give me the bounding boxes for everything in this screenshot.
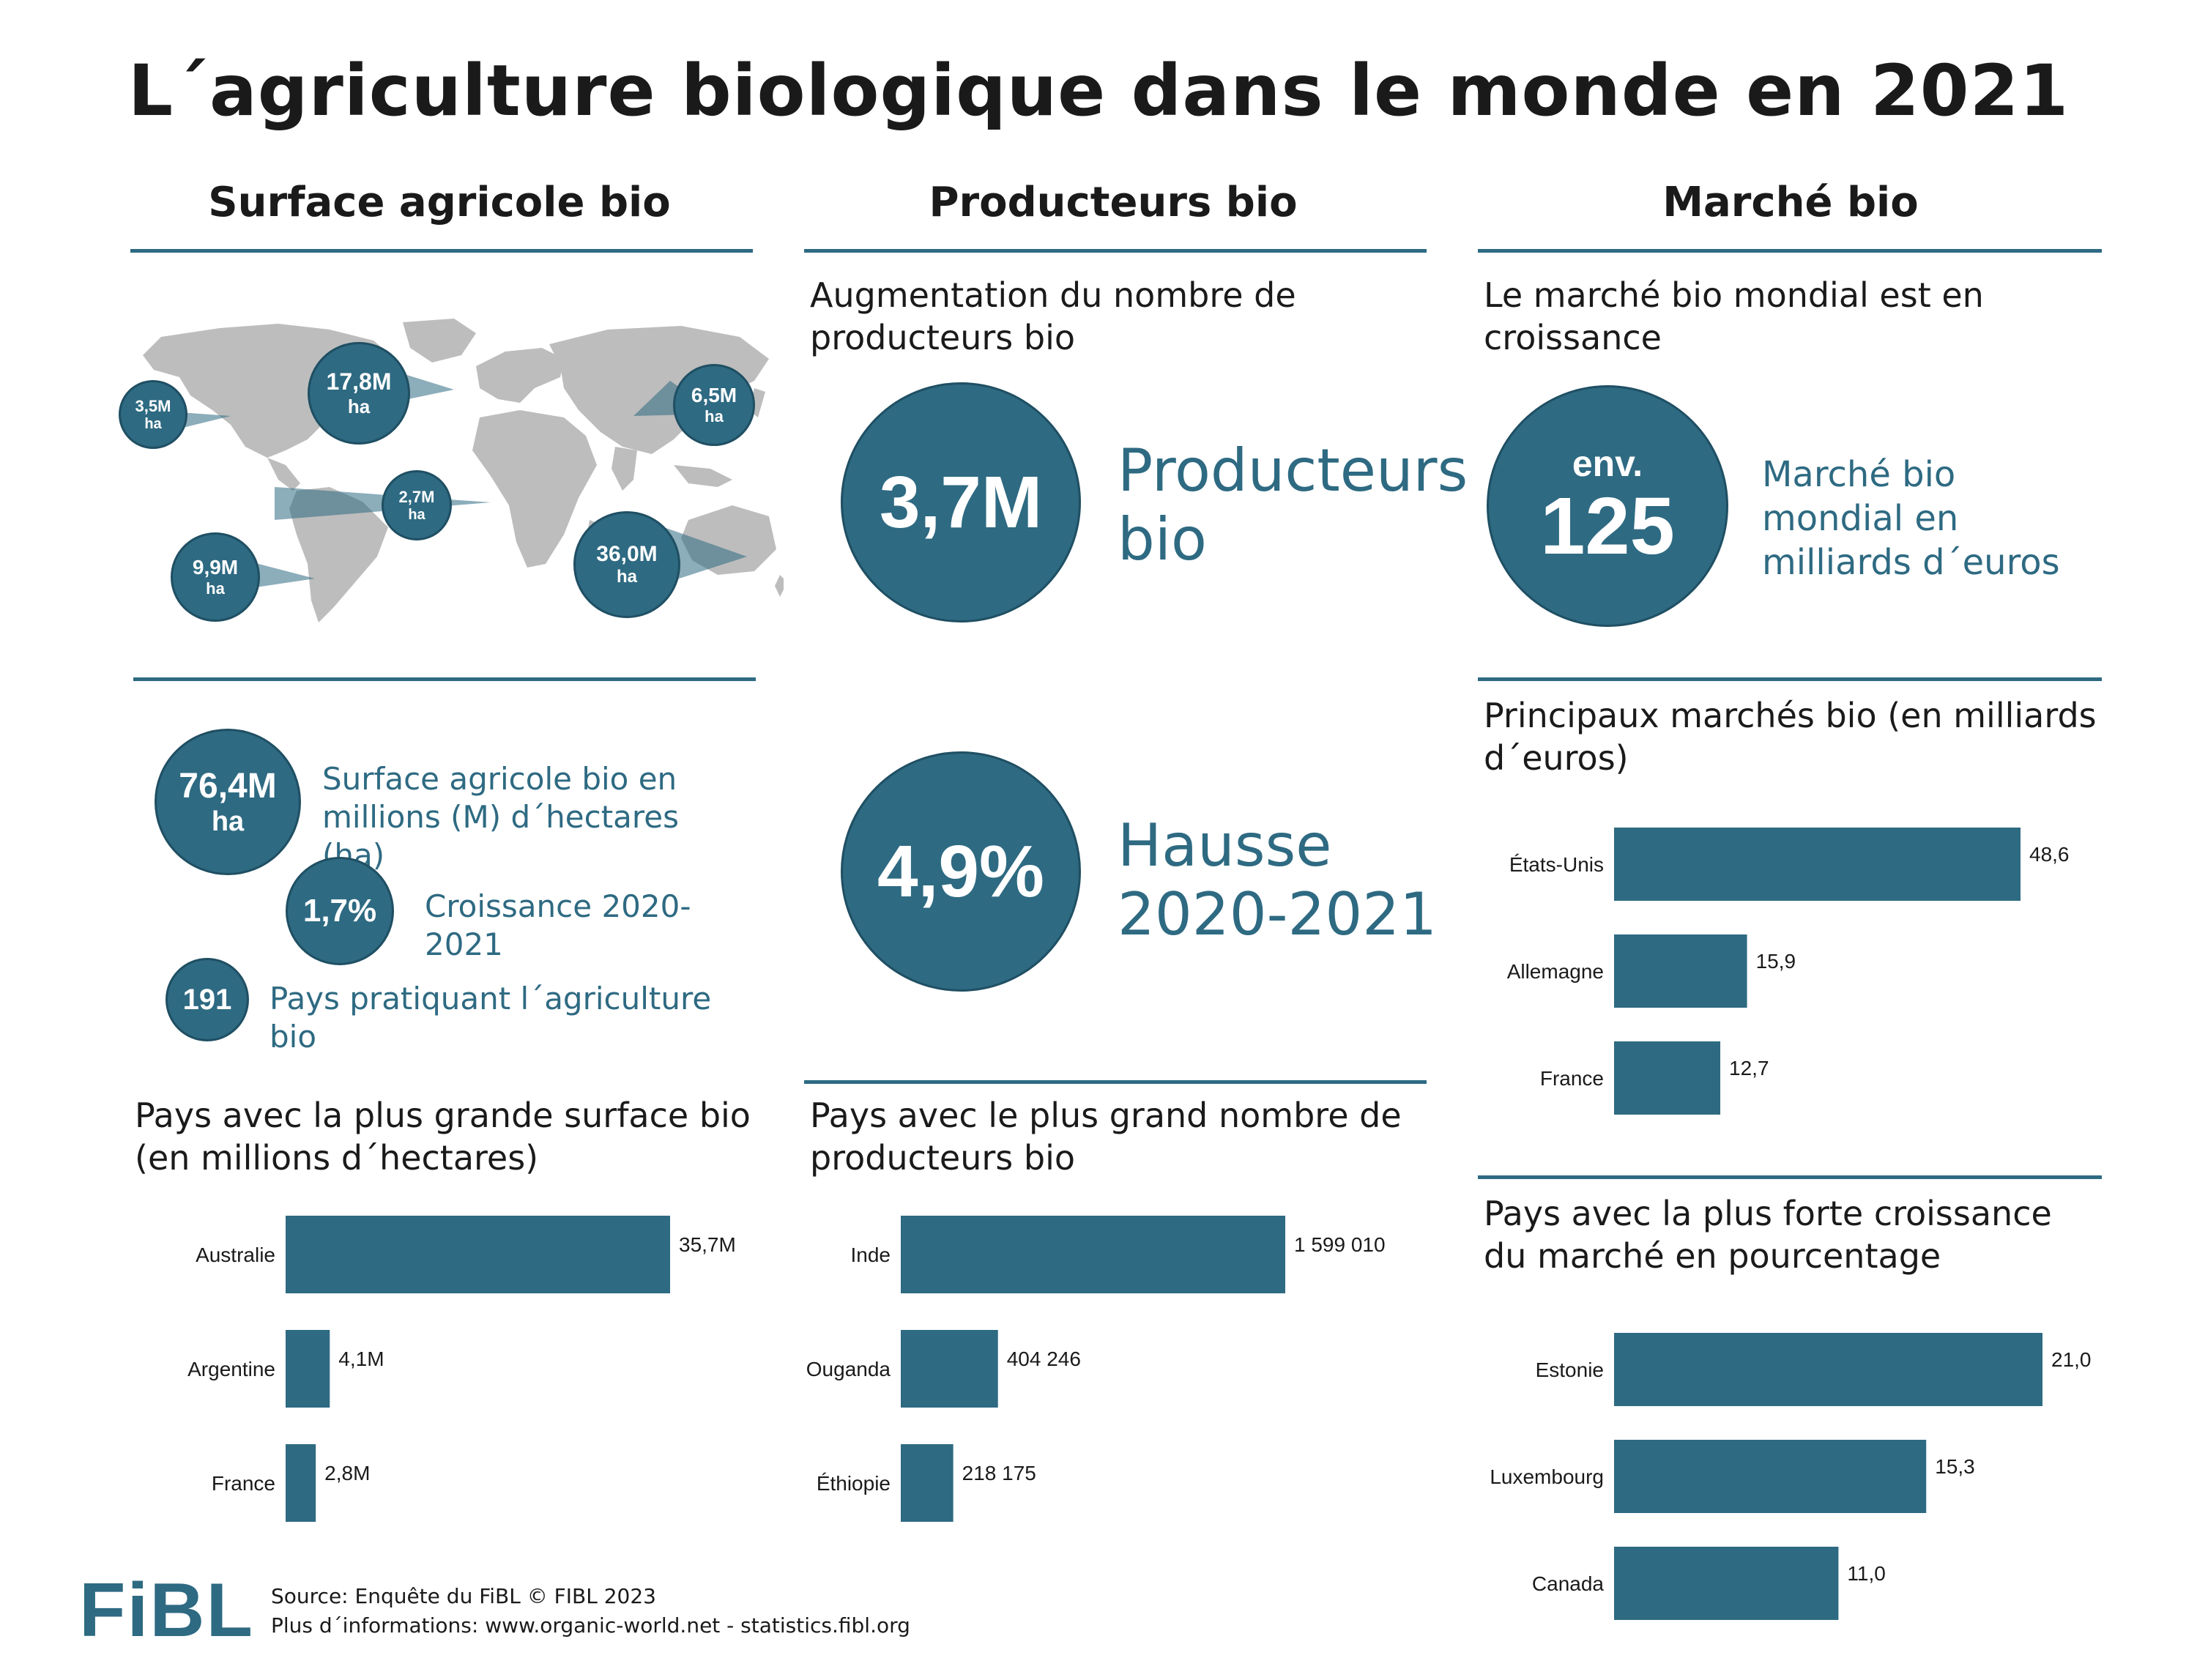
value-label: 1 599 010: [1294, 1233, 1386, 1256]
category-label: Estonie: [1536, 1359, 1604, 1381]
map-bubble-oceania: 36,0M ha: [573, 511, 680, 618]
marche-subtitle: Le marché bio mondial est en croissance: [1484, 275, 1984, 357]
category-label: Luxembourg: [1490, 1465, 1604, 1488]
bar: [286, 1330, 330, 1408]
stat-label-growth: Croissance 2020-2021: [425, 888, 691, 962]
stat-circle-countries: 191: [166, 958, 249, 1041]
bar: [286, 1444, 316, 1522]
chart-title-marches: Principaux marchés bio (en milliards d´e…: [1484, 696, 2097, 778]
chart-title-croissance: Pays avec la plus forte croissance du ma…: [1484, 1194, 2052, 1276]
category-label: France: [1540, 1067, 1604, 1090]
stat-circle-marche: env. 125: [1487, 385, 1728, 627]
more-info-text: Plus d´informations: www.organic-world.n…: [271, 1613, 910, 1638]
divider: [804, 1080, 1427, 1084]
producteurs-subtitle: Augmentation du nombre de producteurs bi…: [810, 275, 1296, 357]
column-header-producteurs: Producteurs bio: [929, 179, 1298, 226]
source-note: Source: Enquête du FiBL © FIBL 2023 Plus…: [271, 1582, 910, 1640]
chart-title-producteurs: Pays avec le plus grand nombre de produc…: [810, 1096, 1402, 1178]
category-label: Inde: [851, 1244, 891, 1266]
bar: [901, 1444, 953, 1522]
divider: [133, 677, 756, 681]
bar-chart-marches: États-Unis 48,6 Allemagne 15,9 France 12,7: [1507, 828, 2070, 1115]
bar: [1614, 1333, 2042, 1406]
bar: [1614, 1041, 1721, 1115]
value-label: 48,6: [2029, 843, 2070, 866]
stat-label-producteurs: Producteurs bio: [1118, 436, 1468, 573]
bar-chart-croissance: Estonie 21,0 Luxembourg 15,3 Canada 11,0: [1490, 1333, 2092, 1620]
bar-chart-surface: Australie 35,7M Argentine 4,1M France 2,8M: [187, 1216, 736, 1522]
bar: [286, 1216, 670, 1293]
stat-label-hausse: Hausse 2020-2021: [1118, 811, 1438, 948]
category-label: Argentine: [187, 1358, 275, 1380]
stat-circle-growth: 1,7%: [286, 857, 394, 965]
stat-label-surface: Surface agricole bio en millions (M) d´h…: [322, 761, 679, 873]
bar: [901, 1330, 998, 1408]
category-label: Canada: [1532, 1572, 1605, 1595]
value-label: 15,3: [1935, 1455, 1975, 1478]
value-label: 4,1M: [338, 1348, 384, 1370]
value-label: 404 246: [1007, 1348, 1081, 1370]
category-label: Australie: [196, 1244, 275, 1266]
map-bubble-north-america: 3,5M ha: [119, 380, 187, 449]
stat-label-countries: Pays pratiquant l´agriculture bio: [269, 981, 712, 1055]
divider: [130, 249, 753, 253]
value-label: 12,7: [1729, 1057, 1769, 1079]
fibl-logo: FiBL: [79, 1568, 255, 1653]
category-label: Allemagne: [1507, 960, 1604, 983]
divider: [1478, 249, 2102, 253]
bar-chart-producteurs: Inde 1 599 010 Ouganda 404 246 Éthiopie 218 1…: [806, 1216, 1386, 1522]
bar: [1614, 828, 2021, 901]
map-bubble-africa: 2,7M ha: [382, 470, 452, 540]
value-label: 15,9: [1756, 950, 1796, 973]
map-bubble-europe: 17,8M ha: [308, 342, 410, 445]
value-label: 218 175: [962, 1462, 1036, 1484]
column-header-surface: Surface agricole bio: [208, 179, 671, 226]
page-title: L´agriculture biologique dans le monde e…: [127, 50, 2070, 132]
category-label: Ouganda: [806, 1358, 891, 1380]
divider: [1478, 677, 2102, 681]
category-label: France: [212, 1472, 275, 1495]
divider: [1478, 1175, 2102, 1179]
stat-circle-surface: 76,4M ha: [155, 729, 301, 875]
stat-circle-producteurs: 3,7M: [841, 382, 1081, 622]
value-label: 11,0: [1847, 1562, 1885, 1585]
divider: [804, 249, 1427, 253]
bar: [1614, 1547, 1839, 1620]
source-text: Source: Enquête du FiBL © FIBL 2023: [271, 1584, 656, 1608]
category-label: États-Unis: [1509, 853, 1604, 876]
bar: [1614, 934, 1747, 1008]
chart-title-surface: Pays avec la plus grande surface bio (en…: [135, 1096, 751, 1178]
value-label: 2,8M: [324, 1462, 370, 1484]
category-label: Éthiopie: [817, 1472, 891, 1495]
value-label: 35,7M: [679, 1233, 736, 1256]
map-bubble-latin-america: 9,9M ha: [171, 532, 260, 622]
bar: [901, 1216, 1285, 1293]
column-header-marche: Marché bio: [1662, 179, 1919, 226]
map-bubble-asia: 6,5M ha: [673, 364, 755, 446]
stat-label-marche: Marché bio mondial en milliards d´euros: [1762, 454, 2060, 583]
bar: [1614, 1440, 1927, 1513]
stat-circle-hausse: 4,9%: [841, 751, 1081, 992]
value-label: 21,0: [2051, 1348, 2092, 1371]
